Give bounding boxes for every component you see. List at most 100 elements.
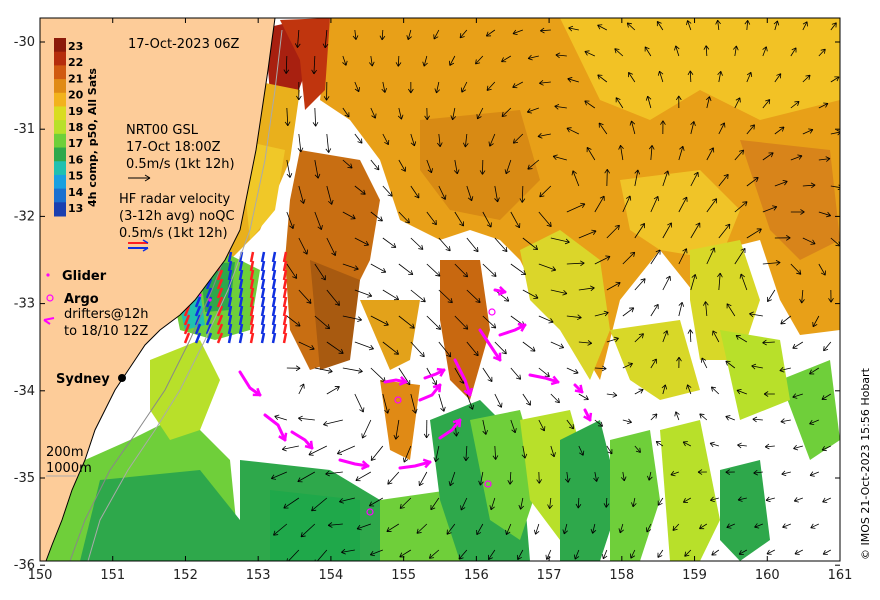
colorbar-swatch (54, 92, 66, 107)
drifter-track (528, 373, 560, 384)
hf-scale-arrow-icon (128, 239, 149, 252)
drifter-track (290, 430, 314, 450)
y-tick-label: -33 (14, 297, 35, 312)
drifter-track (453, 358, 472, 397)
argo-label: Argo (64, 292, 99, 307)
x-tick-label: 152 (173, 568, 198, 583)
hf-legend-line3: 0.5m/s (1kt 12h) (119, 226, 228, 241)
glider-label: Glider (62, 269, 107, 284)
bathy-legend-1000m: 1000m (46, 461, 92, 476)
x-tick-label: 159 (682, 568, 707, 583)
city-dot-icon (118, 374, 126, 382)
sst-field (40, 18, 840, 561)
drifter-track (478, 328, 502, 362)
colorbar: 23 22 21 20 19 18 17 16 15 14 13 4h comp, p50, All… (54, 38, 99, 217)
x-axis-ticks: 150 151 152 153 154 155 156 157 158 159 160 161 (28, 18, 853, 583)
x-tick-label: 151 (100, 568, 125, 583)
x-tick-label: 154 (318, 568, 343, 583)
drifter-tracks (194, 280, 593, 516)
colorbar-ticks: 23 22 21 20 19 18 17 16 15 14 13 (68, 40, 84, 215)
colorbar-swatch (54, 147, 66, 162)
y-tick-label: -35 (14, 471, 35, 486)
credit-text: © IMOS 21-Oct-2023 15:56 Hobart (859, 367, 872, 560)
x-tick-label: 160 (755, 568, 780, 583)
y-tick-label: -36 (14, 558, 35, 573)
glider-legend: Glider (46, 269, 107, 284)
drifter-track (263, 413, 287, 442)
colorbar-tick-label: 13 (68, 202, 83, 215)
bathy-legend-200m: 200m (46, 445, 83, 460)
plot-frame (39, 17, 841, 562)
colorbar-tick-label: 16 (68, 153, 84, 166)
colorbar-swatch (54, 120, 66, 135)
drifter-legend: drifters@12h to 18/10 12Z (43, 307, 149, 339)
colorbar-swatch (54, 202, 66, 217)
city-label: Sydney (56, 372, 110, 387)
drifter-track (383, 378, 408, 384)
colorbar-swatch (54, 38, 66, 53)
map-area (40, 18, 840, 561)
y-axis-ticks: -30 -31 -32 -33 -34 -35 -36 (14, 35, 840, 573)
drifter-track (423, 368, 446, 380)
colorbar-tick-label: 15 (68, 170, 83, 183)
x-tick-label: 156 (464, 568, 489, 583)
x-tick-label: 157 (537, 568, 562, 583)
argo-legend: Argo (46, 292, 99, 307)
colorbar-tick-label: 17 (68, 137, 83, 150)
drifter-legend-line2: to 18/10 12Z (64, 324, 148, 339)
glider-position-icon (208, 298, 212, 302)
hf-legend-line2: (3-12h avg) noQC (119, 209, 235, 224)
colorbar-tick-label: 14 (68, 186, 84, 199)
colorbar-swatch (54, 79, 66, 94)
colorbar-swatch (54, 174, 66, 190)
hf-legend-line1: HF radar velocity (119, 192, 231, 207)
bathy-legend: 200m 1000m (46, 445, 92, 477)
velocity-arrows (270, 19, 840, 561)
drifter-legend-line1: drifters@12h (64, 307, 149, 322)
colorbar-swatches (54, 38, 66, 217)
sydney-marker: Sydney (56, 372, 126, 387)
argo-float-icon (366, 508, 374, 516)
argo-float-icon (394, 396, 402, 404)
drifter-track (238, 370, 262, 397)
colorbar-swatch (54, 161, 66, 176)
argo-marker-icon (46, 294, 54, 302)
nrt-legend-line1: NRT00 GSL (126, 123, 199, 138)
colorbar-tick-label: 20 (68, 89, 84, 102)
colorbar-swatch (54, 188, 66, 203)
drifter-track (338, 458, 370, 468)
colorbar-swatch (54, 133, 66, 149)
colorbar-tick-label: 21 (68, 72, 83, 85)
hf-legend: HF radar velocity (3-12h avg) noQC 0.5m/… (119, 192, 235, 252)
y-tick-label: -30 (14, 35, 35, 50)
nrt-legend-line2: 17-Oct 18:00Z (126, 140, 221, 155)
drifter-track (418, 383, 442, 402)
x-tick-label: 150 (28, 568, 53, 583)
nrt-legend: NRT00 GSL 17-Oct 18:00Z 0.5m/s (1kt 12h) (126, 123, 235, 182)
y-tick-label: -31 (14, 122, 35, 137)
drifter-marker-icon (43, 317, 55, 325)
colorbar-swatch (54, 106, 66, 121)
drifter-track (438, 418, 462, 440)
x-tick-label: 155 (391, 568, 416, 583)
colorbar-swatch (54, 65, 66, 80)
y-tick-label: -34 (14, 384, 35, 399)
map-title: 17-Oct-2023 06Z (128, 37, 240, 52)
colorbar-swatch (54, 51, 66, 66)
glider-marker-icon (46, 273, 50, 277)
colorbar-tick-label: 23 (68, 40, 83, 53)
drifter-track (398, 460, 432, 470)
nrt-scale-arrow-icon (128, 174, 151, 182)
argo-float-icon (484, 480, 492, 488)
x-tick-label: 158 (609, 568, 634, 583)
x-tick-label: 153 (246, 568, 271, 583)
colorbar-tick-label: 19 (68, 105, 83, 118)
colorbar-tick-label: 18 (68, 121, 83, 134)
nrt-legend-line3: 0.5m/s (1kt 12h) (126, 157, 235, 172)
x-tick-label: 161 (828, 568, 853, 583)
y-tick-label: -32 (14, 209, 35, 224)
land-mass (40, 18, 276, 561)
colorbar-label: 4h comp, p50, All Sats (86, 68, 99, 207)
colorbar-tick-label: 22 (68, 56, 83, 69)
